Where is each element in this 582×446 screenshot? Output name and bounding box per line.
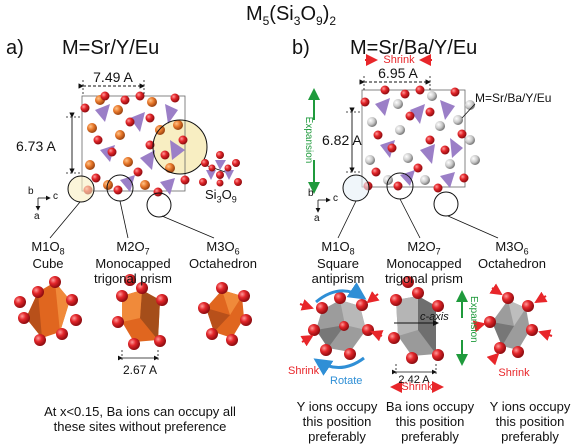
site-b-1: M1O8 Square antiprism bbox=[311, 239, 365, 286]
panel-a-dim-left: 6.73 A bbox=[16, 138, 56, 154]
panel-a-dim-top: 7.49 A bbox=[93, 69, 133, 85]
axis-b: b bbox=[28, 186, 34, 197]
panel-b-expansion-left: Expansion bbox=[303, 116, 314, 164]
site-a-1: M1O8 Cube bbox=[31, 239, 65, 271]
axis-a: a bbox=[34, 211, 40, 222]
site-b-3: M3O6 Octahedron bbox=[478, 239, 546, 271]
axis-c: c bbox=[53, 191, 58, 202]
poly2-shrink: Shrink bbox=[401, 381, 433, 393]
panel-b-unit-cell bbox=[342, 85, 480, 217]
axis-b-c: c bbox=[333, 193, 338, 204]
panel-a-heading: M=Sr/Y/Eu bbox=[62, 37, 160, 59]
panel-b-label: b) bbox=[292, 37, 310, 59]
panel-b-heading: M=Sr/Ba/Y/Eu bbox=[350, 37, 478, 59]
panel-a-bond-dim: 2.67 A bbox=[122, 363, 158, 377]
monocapped-prism-b-polyhedron bbox=[388, 276, 468, 393]
axis-b-b: b bbox=[308, 188, 314, 199]
panel-b-note-2: Ba ions occupy this position preferably bbox=[385, 399, 475, 444]
panel-b-note-1: Y ions occupy this position preferably bbox=[296, 399, 378, 444]
panel-b-shrink-top: Shrink bbox=[383, 54, 415, 66]
panel-b-dim-top: 6.95 A bbox=[378, 65, 418, 81]
monocapped-prism-polyhedron bbox=[112, 274, 168, 362]
axis-b-a: a bbox=[314, 213, 320, 224]
panel-a-unit-cell bbox=[67, 91, 208, 218]
poly1-shrink: Shrink bbox=[288, 365, 320, 377]
site-a-2: M2O7 Monocapped trigonal prism bbox=[93, 239, 173, 286]
cube-polyhedron bbox=[14, 276, 82, 346]
poly1-rotate: Rotate bbox=[330, 375, 363, 387]
site-a-3: M3O6 Octahedron bbox=[189, 239, 257, 271]
panel-b-note-3: Y ions occupy this position preferably bbox=[489, 399, 571, 444]
panel-a-note: At x<0.15, Ba ions can occupy all these … bbox=[44, 404, 236, 434]
poly3-shrink: Shrink bbox=[498, 367, 530, 379]
octahedron-b-polyhedron bbox=[472, 283, 553, 366]
octahedron-polyhedron bbox=[198, 282, 252, 346]
panel-b-dim-left: 6.82 A bbox=[322, 132, 362, 148]
si3o9-label: Si3O9 bbox=[205, 187, 237, 205]
figure-title: M5(Si3O9)2 bbox=[245, 3, 337, 28]
poly2-caxis: c-axis bbox=[420, 311, 449, 323]
square-antiprism-polyhedron bbox=[299, 282, 384, 376]
site-b-2: M2O7 Monocapped trigonal prism bbox=[384, 239, 464, 286]
panel-a-label: a) bbox=[6, 37, 24, 59]
poly2-bond-dim: 2.42 A bbox=[398, 374, 430, 386]
si3o9-ring bbox=[199, 151, 242, 187]
panel-b-cell-label: M=Sr/Ba/Y/Eu bbox=[475, 91, 552, 105]
poly2-expansion: Expansion bbox=[468, 296, 479, 343]
